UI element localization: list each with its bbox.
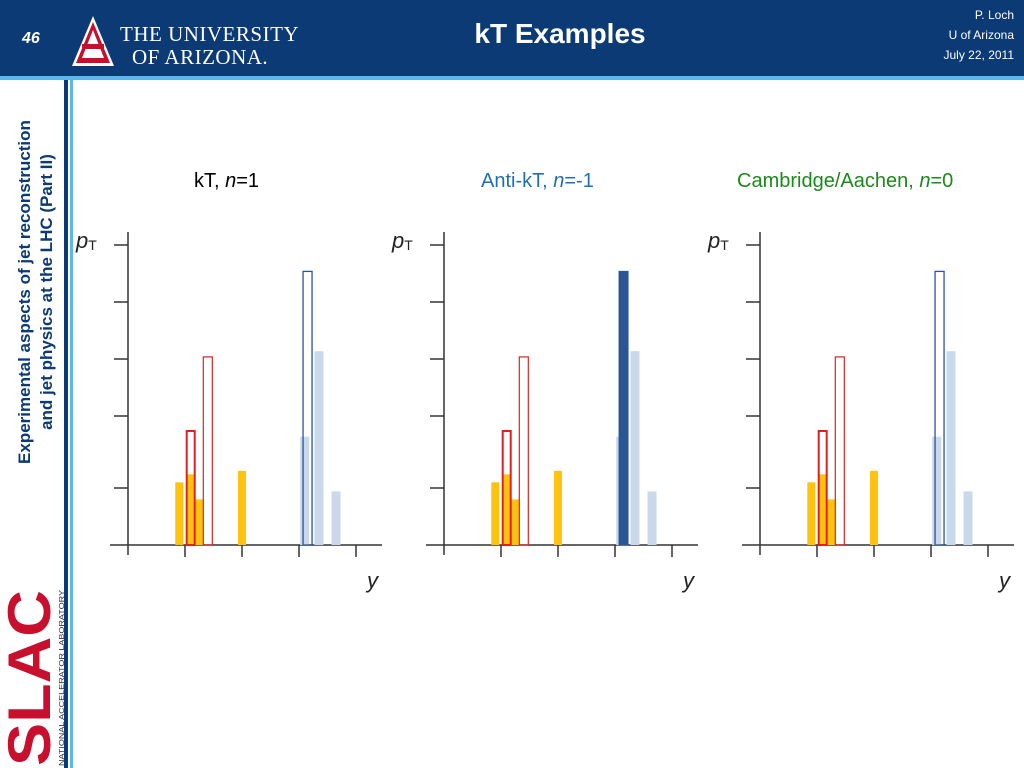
slac-logo-text: SLAC	[0, 590, 63, 766]
y-axis-label: pT	[707, 228, 729, 253]
particle-bar	[186, 474, 195, 545]
y-axis-label: pT	[75, 228, 97, 253]
particle-bar	[195, 499, 204, 545]
particle-bar	[331, 491, 341, 545]
date: July 22, 2011	[943, 48, 1015, 62]
particle-bar	[511, 499, 520, 545]
particle-bar	[807, 482, 816, 545]
jet-bar	[834, 356, 845, 546]
arizona-a-logo	[72, 16, 114, 66]
sidebar	[0, 80, 64, 768]
slide-number: 46	[22, 30, 40, 47]
panel-label-ca: Cambridge/Aachen, n=0	[737, 170, 954, 192]
panel-label-antikt: Anti-kT, n=-1	[481, 170, 594, 192]
particle-bar	[491, 482, 500, 545]
jet-bar	[185, 430, 196, 546]
particle-bar	[238, 470, 246, 545]
particle-bar	[647, 491, 657, 545]
particle-bar	[175, 482, 184, 545]
y-axis-label: pT	[391, 228, 413, 253]
affiliation: U of Arizona	[948, 28, 1014, 42]
sidebar-rule-dark	[64, 80, 68, 768]
jet-bar	[202, 356, 213, 546]
x-axis-label: y	[997, 568, 1012, 593]
jet-bar	[302, 270, 313, 546]
particle-bar	[963, 491, 973, 545]
particle-bar	[554, 470, 562, 545]
sidebar-rule-light	[70, 80, 73, 768]
slide-title: kT Examples	[474, 18, 646, 49]
university-name-line1: THE UNIVERSITY	[120, 22, 300, 46]
panel-label-kt: kT, n=1	[194, 170, 260, 192]
slac-lab-text: NATIONAL ACCELERATOR LABORATORY	[59, 590, 66, 766]
x-axis-label: y	[681, 568, 696, 593]
x-axis-label: y	[365, 568, 380, 593]
jet-bar	[501, 430, 512, 546]
particle-bar	[314, 351, 324, 545]
particle-bar	[300, 436, 310, 545]
particle-bar	[818, 474, 827, 545]
header-bar	[0, 0, 1024, 76]
particle-bar	[870, 470, 878, 545]
jet-bar	[518, 356, 529, 546]
header-rule	[0, 76, 1024, 80]
author: P. Loch	[974, 8, 1014, 22]
particle-bar	[827, 499, 836, 545]
particle-bar	[946, 351, 956, 545]
slac-logo: SLAC NATIONAL ACCELERATOR LABORATORY	[0, 590, 66, 766]
jet-bar	[817, 430, 828, 546]
particle-bar	[502, 474, 511, 545]
jet-bar	[934, 270, 945, 546]
university-name-line2: OF ARIZONA.	[132, 45, 269, 69]
particle-bar	[630, 351, 640, 545]
jet-bar	[618, 270, 629, 546]
particle-bar	[932, 436, 942, 545]
